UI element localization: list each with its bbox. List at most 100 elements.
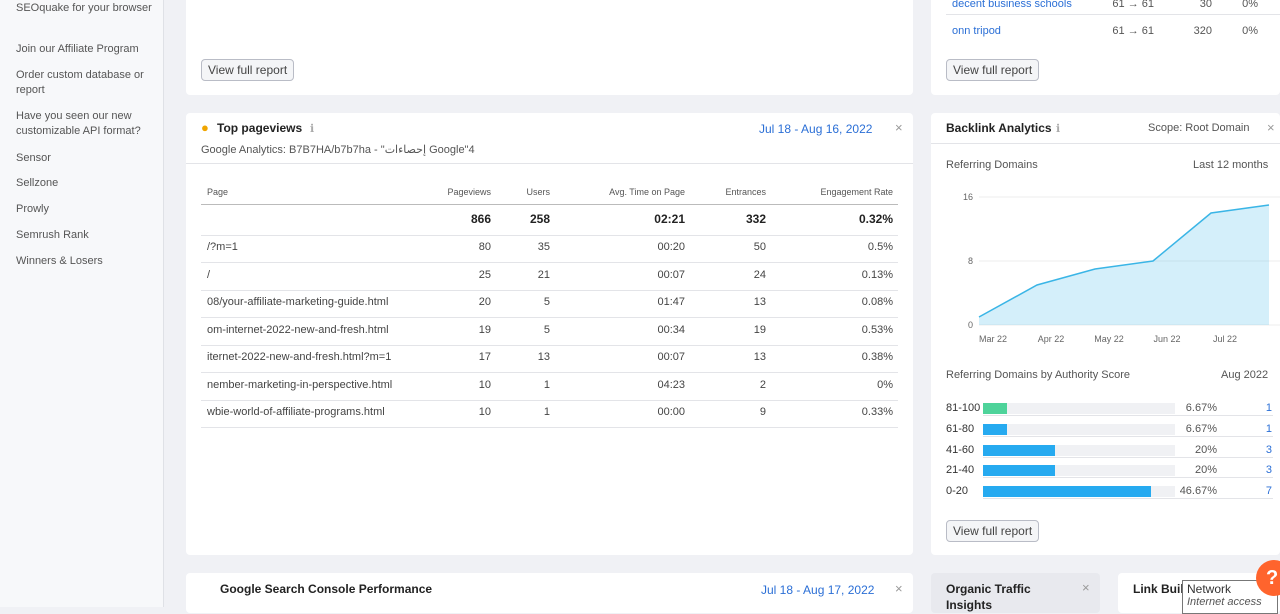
- total-cell: 0.32%: [858, 212, 893, 226]
- bar-track: [983, 403, 1175, 414]
- bar: [983, 465, 1055, 477]
- total-cell: 866: [470, 212, 491, 226]
- total-cell: 332: [745, 212, 766, 226]
- table-cell: 19: [753, 323, 766, 336]
- row-divider: [201, 235, 898, 236]
- info-icon: ℹ: [310, 123, 315, 135]
- row-divider: [201, 262, 898, 263]
- top-pageviews-card: ● Top pageviews ℹ Jul 18 - Aug 16, 2022 …: [186, 113, 913, 555]
- sidebar-item[interactable]: Sensor: [16, 152, 51, 164]
- row-divider: [201, 344, 898, 346]
- volume: 320: [1193, 25, 1212, 37]
- table-cell: 01:47: [657, 296, 685, 308]
- range-label: 81-100: [946, 402, 981, 414]
- tooltip-text: Internet access: [1187, 596, 1262, 608]
- table-cell: wbie-world-of-affiliate-programs.html: [207, 406, 385, 418]
- table-cell: 21: [537, 268, 550, 281]
- sidebar-item[interactable]: Semrush Rank: [16, 229, 89, 241]
- table-cell: 24: [753, 268, 766, 281]
- card-title: Organic Traffic Insights: [946, 582, 1031, 612]
- table-cell: 0.38%: [861, 351, 893, 363]
- close[interactable]: ×: [895, 120, 903, 135]
- section-title: Referring Domains: [946, 159, 1038, 171]
- view-full-report[interactable]: View full report: [946, 59, 1040, 81]
- column-header: Page: [207, 187, 229, 197]
- pct-label: 46.67%: [1179, 485, 1217, 498]
- table-cell: 13: [753, 351, 766, 363]
- table-cell: /?m=1: [207, 241, 238, 253]
- row-divider: [983, 456, 1273, 458]
- y-tick-label: 8: [968, 256, 973, 266]
- range-label: 21-40: [946, 464, 975, 477]
- x-tick-label: Apr 22: [1038, 334, 1065, 344]
- line: [978, 204, 1270, 318]
- row-divider: [201, 317, 898, 318]
- sidebar-item[interactable]: Sellzone: [16, 177, 59, 189]
- sidebar-item[interactable]: Prowly: [16, 203, 50, 215]
- close[interactable]: ×: [1082, 580, 1090, 595]
- table-cell: 0.33%: [861, 406, 893, 418]
- row-divider: [201, 399, 898, 401]
- table-cell: 13: [537, 351, 550, 363]
- table-cell: 0.53%: [861, 323, 893, 336]
- bar-track: [983, 465, 1175, 477]
- table-cell: iternet-2022-new-and-fresh.html?m=1: [207, 351, 392, 363]
- pct-label: 6.67%: [1185, 422, 1217, 435]
- close[interactable]: ×: [1267, 120, 1275, 135]
- table-cell: 5: [543, 296, 550, 308]
- table-cell: 17: [478, 351, 491, 363]
- position: 61 → 61: [1112, 25, 1154, 37]
- top-left-card: View full report: [186, 0, 913, 95]
- x-tick-label: Mar 22: [979, 334, 1007, 344]
- sidebar-item[interactable]: Have you seen our new customizable API f…: [16, 110, 141, 137]
- backlink-card: Backlink Analytics ℹ Scope: Root Domain …: [931, 113, 1280, 555]
- pct-label: 6.67%: [1185, 402, 1217, 414]
- table-cell: 20: [478, 296, 491, 308]
- tooltip-title: Network: [1187, 582, 1232, 596]
- table-cell: 0.5%: [867, 241, 893, 253]
- sidebar-item[interactable]: Order custom database or report: [16, 69, 144, 96]
- table-cell: 80: [478, 241, 491, 253]
- date-range[interactable]: Jul 18 - Aug 17, 2022: [761, 583, 875, 597]
- row-divider: [983, 415, 1273, 416]
- bar: [983, 486, 1151, 498]
- card-title: Link Buil: [1133, 582, 1184, 596]
- header-divider: [201, 204, 898, 205]
- count-link[interactable]: 3: [1265, 464, 1272, 477]
- row-divider: [201, 427, 898, 428]
- count-link[interactable]: 1: [1265, 402, 1272, 414]
- gsc-card: Google Search Console Performance Jul 18…: [186, 573, 913, 613]
- view-full-report[interactable]: View full report: [946, 520, 1040, 542]
- share: 0%: [1242, 0, 1258, 10]
- date-range[interactable]: Jul 18 - Aug 16, 2022: [759, 122, 873, 136]
- area-chart: 0 8 16 Mar 22 Apr 22 May 22 Jun 22 Jul 22: [963, 192, 1280, 344]
- table-cell: 00:07: [657, 351, 685, 363]
- view-full-report[interactable]: View full report: [201, 59, 295, 81]
- keyword-link[interactable]: onn tripod: [952, 25, 1001, 37]
- table-cell: 9: [759, 406, 766, 418]
- sidebar-item[interactable]: Winners & Losers: [16, 255, 103, 267]
- count-link[interactable]: 1: [1265, 422, 1272, 435]
- table-cell: 5: [543, 323, 550, 336]
- help-button[interactable]: ?: [1256, 560, 1280, 596]
- row-divider: [946, 14, 1280, 15]
- x-tick-label: May 22: [1094, 334, 1124, 344]
- close[interactable]: ×: [895, 581, 903, 596]
- y-tick-label: 16: [963, 192, 973, 202]
- column-header: Avg. Time on Page: [609, 187, 685, 197]
- bar: [983, 403, 1007, 414]
- subtitle: Google Analytics: B7B7HA/b7b7ha - "إحصاء…: [201, 144, 475, 156]
- keyword-link[interactable]: decent business schools: [952, 0, 1072, 10]
- card-title: Top pageviews: [217, 121, 303, 135]
- share: 0%: [1242, 25, 1258, 37]
- position: 61 → 61: [1112, 0, 1154, 10]
- count-link[interactable]: 3: [1265, 443, 1272, 456]
- sidebar-item[interactable]: Join our Affiliate Program: [16, 43, 139, 55]
- sidebar-item[interactable]: SEOquake for your browser: [16, 2, 152, 14]
- table-cell: 0.13%: [861, 268, 893, 281]
- volume: 30: [1199, 0, 1212, 10]
- count-link[interactable]: 7: [1265, 485, 1272, 498]
- table-cell: 25: [478, 268, 491, 281]
- scope[interactable]: Scope: Root Domain: [1148, 122, 1250, 134]
